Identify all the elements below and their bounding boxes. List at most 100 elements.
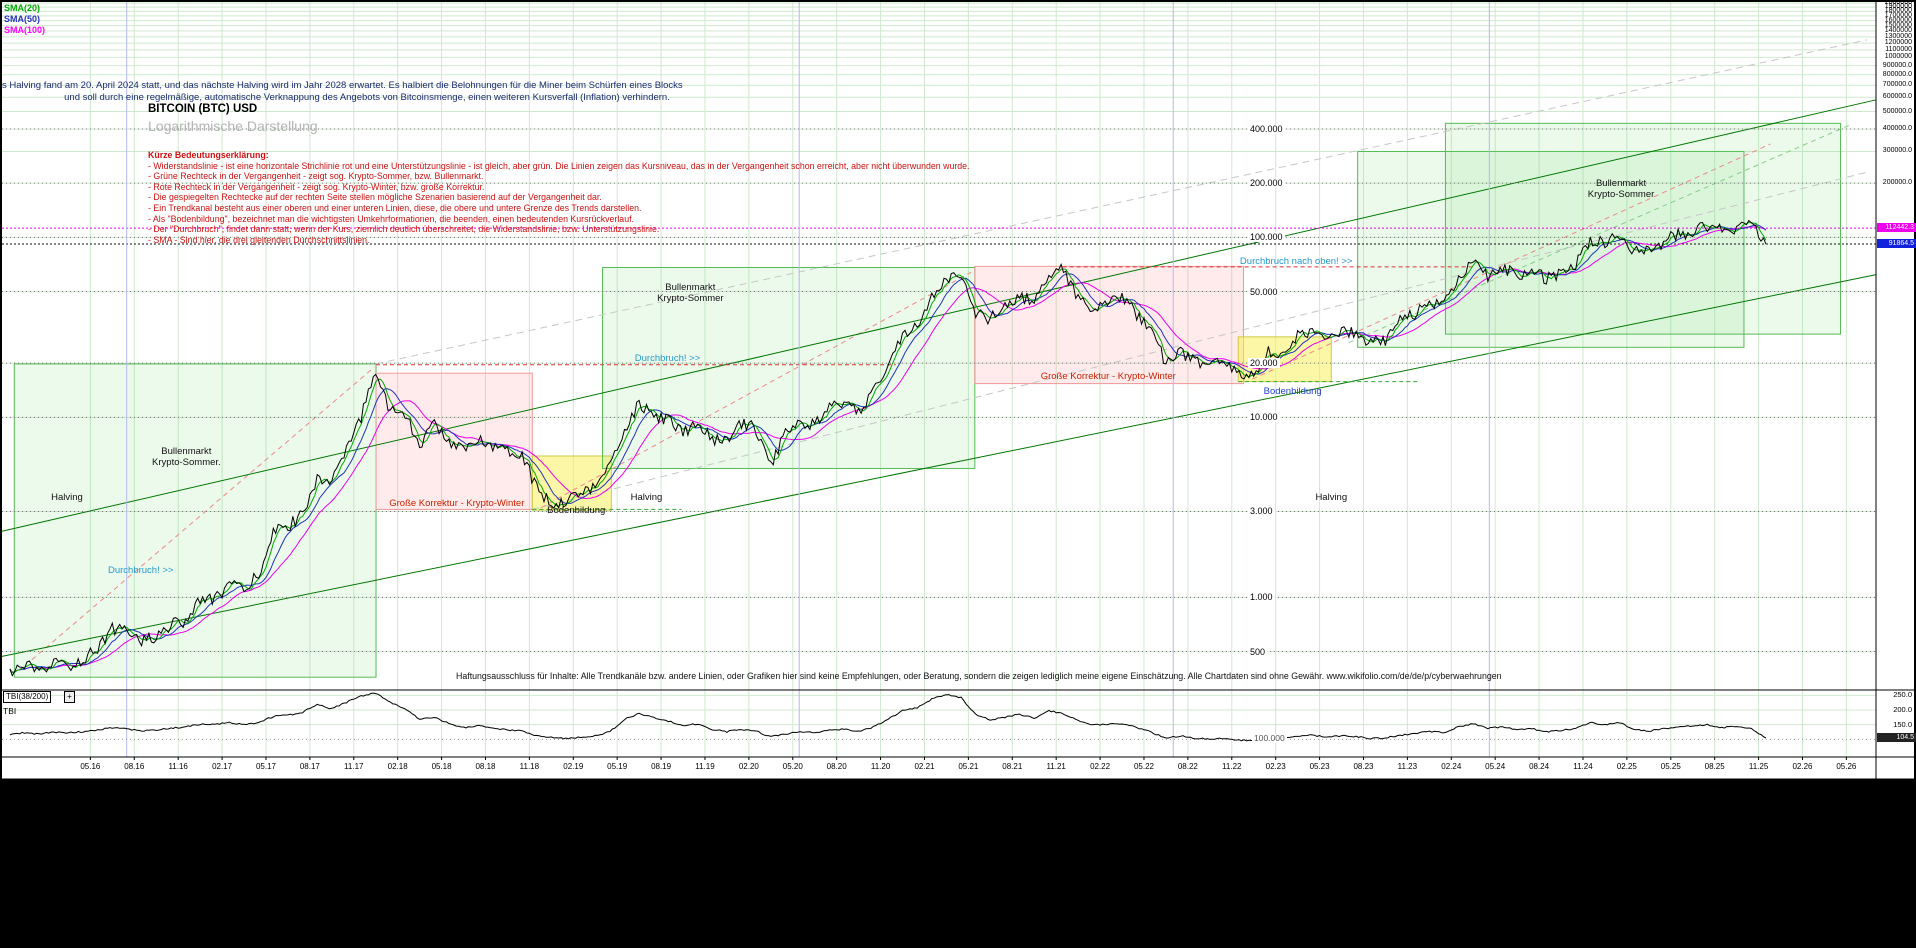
sma100-price-badge: 112442.3 <box>1877 223 1916 233</box>
date-axis-label: 02.23 <box>1265 762 1286 771</box>
chart-annotation: Halving <box>51 492 83 504</box>
sma-legend: SMA(20) SMA(50) SMA(100) <box>4 3 45 36</box>
date-axis-label: 11.19 <box>695 762 715 771</box>
date-axis-label: 08.24 <box>1529 762 1550 771</box>
date-axis-label: 02.17 <box>212 762 233 771</box>
price-axis-label: 900000.0 <box>1882 61 1912 69</box>
price-axis-label: 1500000 <box>1884 21 1912 29</box>
date-axis-label: 08.18 <box>475 762 496 771</box>
date-axis-label: 08.22 <box>1177 762 1198 771</box>
price-level-label: 500 <box>1248 646 1268 657</box>
date-axis-label: 02.22 <box>1090 762 1111 771</box>
explanation-block: Kürze Bedeutungserklärung: - Widerstands… <box>148 150 970 245</box>
tbi-value-badge: 104.5 <box>1877 733 1916 742</box>
date-axis-label: 02.25 <box>1616 762 1637 771</box>
price-level-label: 3.000 <box>1248 506 1275 517</box>
date-axis-label: 08.17 <box>299 762 320 771</box>
price-axis-label: 700000.0 <box>1882 81 1912 89</box>
explanation-line: - Ein Trendkanal besteht aus einer obere… <box>148 202 642 213</box>
price-level-label: 20.000 <box>1248 358 1280 369</box>
chart-annotation: Halving <box>1315 492 1348 504</box>
price-axis-label: 300000.0 <box>1882 147 1912 155</box>
date-axis-label: 11.24 <box>1573 762 1593 771</box>
halving-info-line1: s Halving fand am 20. April 2024 statt, … <box>2 80 683 91</box>
price-axis-label: 1400000 <box>1884 27 1912 35</box>
price-axis-label: 1900000 <box>1884 3 1912 11</box>
date-axis-label: 05.25 <box>1660 762 1681 771</box>
disclaimer-text: Haftungsausschluss für Inhalte: Alle Tre… <box>456 671 1502 681</box>
date-axis-label: 08.19 <box>651 762 672 771</box>
chart-subtitle: Logarithmische Darstellung <box>148 118 318 134</box>
chart-annotation: Halving <box>630 492 663 504</box>
current-price-badge: 91864.5 <box>1877 238 1916 248</box>
chart-annotation: Bullenmarkt Krypto-Sommer. <box>152 445 221 468</box>
date-axis-label: 05.24 <box>1485 762 1506 771</box>
tbi-axis-title: TBI <box>3 706 17 716</box>
date-axis-label: 08.23 <box>1353 762 1374 771</box>
tbi-expand-button[interactable]: + <box>64 691 75 703</box>
price-axis-label: 1700000 <box>1884 11 1912 19</box>
chart-annotation: Durchbruch! >> <box>107 565 174 577</box>
price-level-label: 400.000 <box>1248 123 1285 134</box>
explanation-line: - Rote Rechteck in der Vergangenheit - z… <box>148 181 485 192</box>
chart-annotation: Bodenbildung <box>1263 386 1322 398</box>
legend-sma50-label: SMA(50) <box>4 14 41 24</box>
chart-annotation: Durchbruch nach oben! >> <box>1239 256 1353 268</box>
explanation-line: - Grüne Rechteck in der Vergangenheit - … <box>148 171 484 182</box>
chart-title: BITCOIN (BTC) USD <box>148 103 258 115</box>
tbi-axis-label: 150.0 <box>1893 719 1912 729</box>
chart-annotation: Bodenbildung <box>547 505 606 517</box>
date-axis-label: 11.25 <box>1748 762 1769 771</box>
chart-annotation: Große Korrektur - Krypto-Winter <box>1040 370 1176 382</box>
price-level-label: 1.000 <box>1248 592 1275 603</box>
date-axis-label: 08.20 <box>826 762 847 771</box>
price-axis-label: 1000000 <box>1884 53 1912 61</box>
explanation-line: - Der "Durchbruch", findet dann statt, w… <box>148 224 660 235</box>
chart-annotation: Durchbruch! >> <box>634 353 701 365</box>
date-axis-label: 08.16 <box>124 762 145 771</box>
price-axis-label: 200000.0 <box>1882 179 1912 187</box>
tbi-axis-label: 200.0 <box>1893 705 1912 715</box>
legend-sma100-label: SMA(100) <box>4 25 46 35</box>
chart-annotation: Bullenmarkt Krypto-Sommer <box>1587 177 1655 200</box>
date-axis-label: 02.18 <box>387 762 408 771</box>
date-axis-label: 05.16 <box>80 762 101 771</box>
price-level-label: 100.000 <box>1248 232 1285 243</box>
date-axis-label: 11.21 <box>1046 762 1066 771</box>
date-axis-label: 05.26 <box>1836 762 1857 771</box>
price-axis-label: 800000.0 <box>1882 70 1912 78</box>
price-axis-label: 1600000 <box>1884 16 1912 24</box>
date-axis-label: 05.17 <box>255 762 276 771</box>
explanation-line: - Widerstandslinie - ist eine horizontal… <box>148 160 970 171</box>
price-axis-label: 400000.0 <box>1882 124 1912 132</box>
price-axis-label: 2000000 <box>1884 0 1912 7</box>
chart-annotation: Große Korrektur - Krypto-Winter <box>389 498 525 510</box>
price-axis-label: 600000.0 <box>1882 93 1912 101</box>
price-level-label: 50.000 <box>1248 286 1280 297</box>
date-axis-label: 05.19 <box>607 762 628 771</box>
chart-annotation: Bullenmarkt Krypto-Sommer <box>657 281 724 304</box>
price-level-label: 10.000 <box>1248 412 1280 423</box>
date-axis-label: 05.22 <box>1133 762 1154 771</box>
price-axis-label: 1200000 <box>1884 39 1912 47</box>
date-axis-label: 11.23 <box>1397 762 1418 771</box>
date-axis-label: 02.24 <box>1441 762 1462 771</box>
date-axis-label: 08.21 <box>1002 762 1023 771</box>
tbi-level-label: 100.000 <box>1252 733 1287 744</box>
price-axis-label: 1300000 <box>1884 32 1912 40</box>
explanation-line: - Die gespiegelten Rechtecke auf der rec… <box>148 192 602 203</box>
date-axis-label: 11.20 <box>870 762 891 771</box>
date-axis-label: 02.26 <box>1792 762 1813 771</box>
price-level-label: 200.000 <box>1248 178 1285 189</box>
price-axis-label: 1800000 <box>1884 7 1912 15</box>
date-axis-label: 02.19 <box>563 762 584 771</box>
legend-sma20-label: SMA(20) <box>4 3 41 13</box>
date-axis-label: 11.17 <box>344 762 364 771</box>
date-axis-label: 02.20 <box>738 762 759 771</box>
halving-info-line2: und soll durch eine regelmäßige, automat… <box>64 92 670 103</box>
explanation-line: - Als "Bodenbildung", bezeichnet man die… <box>148 213 634 224</box>
price-axis-label: 1100000 <box>1885 45 1912 53</box>
tbi-indicator-label: TBI(38/200) <box>3 691 52 703</box>
